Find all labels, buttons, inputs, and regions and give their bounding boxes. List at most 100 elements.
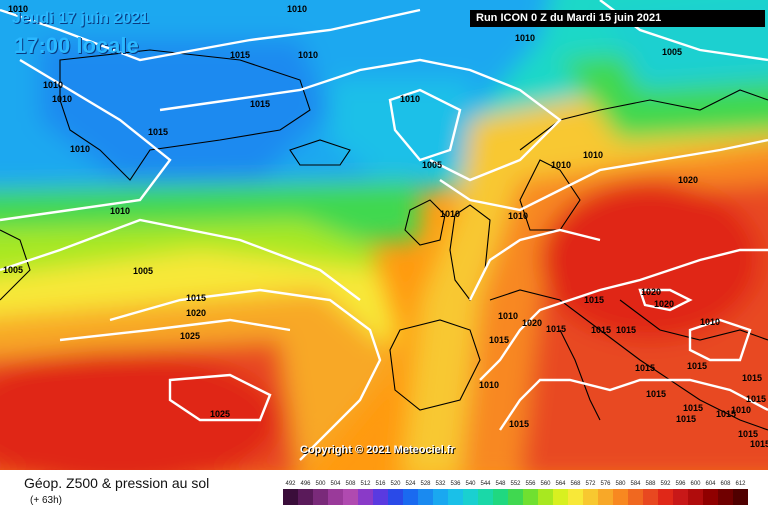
forecast-lead-time: (+ 63h) <box>30 495 62 506</box>
scale-color-swatch <box>733 489 748 505</box>
forecast-date: Jeudi 17 juin 2021 <box>12 10 149 27</box>
isobar-label: 1015 <box>509 419 529 429</box>
isobar-label: 1015 <box>646 389 666 399</box>
isobar-label: 1010 <box>400 94 420 104</box>
scale-color-swatch <box>358 489 373 505</box>
weather-map: 1010 1010 1010 1005 1015 1010 1010 1010 1015 1010… <box>0 0 768 470</box>
isobar-label: 1010 <box>287 4 307 14</box>
scale-color-swatch <box>703 489 718 505</box>
scale-color-swatch <box>373 489 388 505</box>
isobar-label: 1020 <box>678 175 698 185</box>
scale-tick-label: 492 <box>285 481 296 487</box>
isobar-label: 1010 <box>52 94 72 104</box>
scale-color-swatch <box>463 489 478 505</box>
scale-tick-label: 532 <box>435 481 446 487</box>
scale-tick-label: 556 <box>525 481 536 487</box>
isobar-label: 1015 <box>635 363 655 373</box>
scale-color-swatch <box>448 489 463 505</box>
scale-color-swatch <box>628 489 643 505</box>
scale-tick-label: 612 <box>735 481 746 487</box>
scale-tick-label: 504 <box>330 481 341 487</box>
isobar-label: 1010 <box>70 144 90 154</box>
scale-color-swatch <box>568 489 583 505</box>
scale-tick-label: 512 <box>360 481 371 487</box>
isobar-label: 1015 <box>683 403 703 413</box>
scale-tick-label: 528 <box>420 481 431 487</box>
isobar-label: 1010 <box>583 150 603 160</box>
isobar-label: 1010 <box>700 317 720 327</box>
scale-color-swatch <box>343 489 358 505</box>
map-title: Géop. Z500 & pression au sol <box>24 475 210 491</box>
scale-color-swatch <box>718 489 733 505</box>
scale-tick-label: 592 <box>660 481 671 487</box>
scale-color-swatch <box>508 489 523 505</box>
scale-color-swatch <box>538 489 553 505</box>
isobar-label: 1010 <box>498 311 518 321</box>
isobar-label: 1020 <box>654 299 674 309</box>
scale-tick-label: 576 <box>600 481 611 487</box>
forecast-time: 17:00 locale <box>14 33 139 58</box>
scale-tick-label: 568 <box>570 481 581 487</box>
scale-color-swatch <box>328 489 343 505</box>
isobar-label: 1015 <box>716 409 736 419</box>
isobar-label: 1020 <box>186 308 206 318</box>
scale-color-swatch <box>598 489 613 505</box>
isobar-label: 1015 <box>591 325 611 335</box>
scale-tick-label: 516 <box>375 481 386 487</box>
isobar-label: 1015 <box>738 429 758 439</box>
scale-color-swatch <box>388 489 403 505</box>
scale-color-swatch <box>403 489 418 505</box>
isobar-label: 1010 <box>440 209 460 219</box>
scale-color-swatch <box>583 489 598 505</box>
scale-tick-label: 588 <box>645 481 656 487</box>
isobar-label: 1015 <box>148 127 168 137</box>
scale-color-swatch <box>553 489 568 505</box>
isobar-label: 1010 <box>110 206 130 216</box>
scale-tick-label: 572 <box>585 481 596 487</box>
isobar-label: 1015 <box>750 439 768 449</box>
scale-tick-label: 520 <box>390 481 401 487</box>
scale-color-swatch <box>433 489 448 505</box>
isobar-label: 1015 <box>230 50 250 60</box>
isobar-label: 1025 <box>180 331 200 341</box>
scale-tick-label: 600 <box>690 481 701 487</box>
scale-tick-label: 536 <box>450 481 461 487</box>
isobar-label: 1010 <box>298 50 318 60</box>
isobar-label: 1010 <box>8 4 28 14</box>
scale-color-swatch <box>313 489 328 505</box>
scale-tick-label: 540 <box>465 481 476 487</box>
scale-color-swatch <box>283 489 298 505</box>
scale-color-swatch <box>643 489 658 505</box>
scale-tick-label: 580 <box>615 481 626 487</box>
isobar-label: 1010 <box>479 380 499 390</box>
isobar-label: 1015 <box>250 99 270 109</box>
copyright-notice: Copyright © 2021 Meteociel.fr <box>300 444 455 456</box>
isobars <box>0 0 768 461</box>
isobar-label: 1010 <box>508 211 528 221</box>
scale-tick-label: 500 <box>315 481 326 487</box>
isobar-label: 1005 <box>422 160 442 170</box>
isobar-label: 1015 <box>746 394 766 404</box>
isobar-label: 1015 <box>546 324 566 334</box>
scale-color-swatch <box>478 489 493 505</box>
isobar-label: 1010 <box>43 80 63 90</box>
scale-tick-label: 560 <box>540 481 551 487</box>
scale-color-swatch <box>298 489 313 505</box>
isobar-label: 1015 <box>489 335 509 345</box>
scale-color-swatch <box>418 489 433 505</box>
scale-color-swatch <box>673 489 688 505</box>
scale-tick-label: 508 <box>345 481 356 487</box>
isobar-label: 1005 <box>133 266 153 276</box>
isobar-label: 1010 <box>551 160 571 170</box>
scale-tick-label: 544 <box>480 481 491 487</box>
scale-tick-label: 548 <box>495 481 506 487</box>
geopotential-color-scale: 492 496 500 504 508 512 516 520 524 528 532 536 540 5… <box>283 481 748 505</box>
scale-tick-label: 552 <box>510 481 521 487</box>
isobar-label: 1015 <box>616 325 636 335</box>
scale-tick-label: 596 <box>675 481 686 487</box>
scale-color-swatch <box>613 489 628 505</box>
isobar-label: 1010 <box>731 405 751 415</box>
isobar-label: 1025 <box>210 409 230 419</box>
scale-tick-label: 608 <box>720 481 731 487</box>
